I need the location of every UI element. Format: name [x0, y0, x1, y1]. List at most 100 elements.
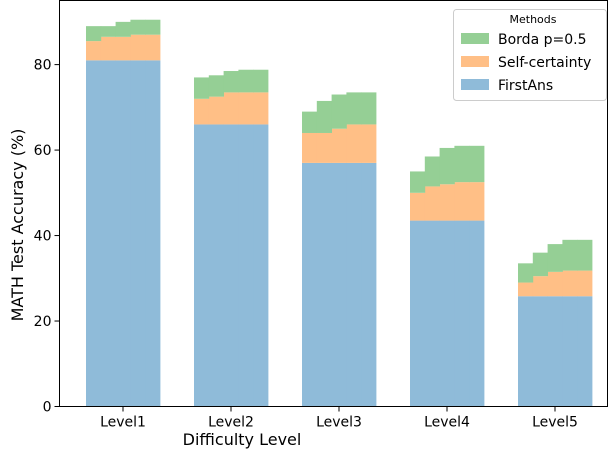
bar-firstans-level3-1 — [302, 162, 318, 407]
legend-title: Methods — [510, 13, 557, 26]
y-axis-title: MATH Test Accuracy (%) — [8, 129, 27, 322]
y-ticks: 0 20 40 60 80 — [34, 58, 60, 416]
bar-self-certainty-level3-1 — [302, 132, 318, 163]
bar-self-certainty-level5-5 — [577, 270, 593, 297]
legend-label-self-certainty: Self-certainty — [498, 55, 591, 71]
bar-self-certainty-level4-3 — [439, 184, 455, 221]
bar-firstans-level3-3 — [331, 162, 347, 407]
bar-borda-p-0-5-level2-3 — [223, 71, 239, 93]
bar-borda-p-0-5-level3-3 — [331, 94, 347, 129]
bar-borda-p-0-5-level3-1 — [302, 111, 318, 133]
x-tick-label-level3: Level3 — [316, 415, 362, 431]
bar-borda-p-0-5-level2-2 — [208, 75, 224, 97]
bar-firstans-level1-4 — [130, 60, 146, 407]
bar-self-certainty-level5-2 — [532, 276, 548, 297]
bar-firstans-level2-1 — [194, 124, 210, 407]
legend-swatch-firstans — [461, 79, 489, 90]
bar-self-certainty-level2-4 — [238, 92, 254, 125]
bar-borda-p-0-5-level5-3 — [547, 244, 563, 272]
bar-borda-p-0-5-level5-5 — [577, 239, 593, 271]
bar-borda-p-0-5-level3-4 — [346, 92, 362, 125]
bar-borda-p-0-5-level1-4 — [130, 19, 146, 35]
bar-firstans-level1-1 — [86, 60, 102, 407]
y-tick-label-0: 0 — [43, 400, 52, 416]
bar-self-certainty-level1-3 — [115, 36, 131, 61]
bar-firstans-level4-3 — [439, 220, 455, 407]
bar-borda-p-0-5-level3-5 — [361, 92, 377, 125]
legend: Methods Borda p=0.5 Self-certainty First… — [453, 9, 607, 101]
bar-firstans-level2-2 — [208, 124, 224, 407]
bar-borda-p-0-5-level5-2 — [532, 252, 548, 277]
bar-firstans-level2-5 — [253, 124, 269, 407]
bar-self-certainty-level5-4 — [562, 270, 578, 297]
bar-firstans-level1-3 — [115, 60, 131, 407]
bar-borda-p-0-5-level5-4 — [562, 239, 578, 271]
x-tick-label-level5: Level5 — [532, 415, 578, 431]
bar-borda-p-0-5-level2-1 — [194, 77, 210, 99]
x-ticks: Level1 Level2 Level3 Level4 Level5 — [100, 406, 578, 431]
bar-self-certainty-level1-1 — [86, 41, 102, 61]
bar-borda-p-0-5-level4-3 — [439, 147, 455, 185]
y-tick-label-20: 20 — [34, 314, 52, 330]
bar-borda-p-0-5-level4-4 — [454, 145, 470, 183]
bar-self-certainty-level4-5 — [469, 182, 485, 221]
bar-firstans-level1-2 — [100, 60, 116, 407]
bar-firstans-level5-4 — [562, 296, 578, 407]
bar-firstans-level5-2 — [532, 296, 548, 407]
bar-self-certainty-level2-1 — [194, 98, 210, 125]
x-tick-label-level2: Level2 — [208, 415, 254, 431]
bar-self-certainty-level4-4 — [454, 182, 470, 221]
legend-label-firstans: FirstAns — [498, 78, 553, 94]
x-tick-label-level4: Level4 — [424, 415, 470, 431]
bar-borda-p-0-5-level1-1 — [86, 26, 102, 42]
legend-frame — [453, 9, 607, 101]
bar-firstans-level5-1 — [518, 296, 534, 407]
legend-swatch-self-certainty — [461, 56, 489, 67]
bar-borda-p-0-5-level5-1 — [518, 263, 534, 283]
bar-borda-p-0-5-level2-5 — [253, 69, 269, 93]
bar-self-certainty-level2-2 — [208, 96, 224, 125]
bar-borda-p-0-5-level1-3 — [115, 21, 131, 37]
x-tick-label-level1: Level1 — [100, 415, 146, 431]
bar-self-certainty-level3-3 — [331, 128, 347, 163]
bar-self-certainty-level1-4 — [130, 34, 146, 61]
bar-firstans-level4-4 — [454, 220, 470, 407]
bar-firstans-level4-5 — [469, 220, 485, 407]
bar-self-certainty-level3-5 — [361, 124, 377, 163]
bar-firstans-level4-2 — [424, 220, 440, 407]
bar-borda-p-0-5-level2-4 — [238, 69, 254, 93]
bar-self-certainty-level4-1 — [410, 192, 426, 221]
legend-label-borda: Borda p=0.5 — [498, 32, 586, 48]
bar-self-certainty-level2-3 — [223, 92, 239, 125]
bar-self-certainty-level3-4 — [346, 124, 362, 163]
bar-firstans-level2-4 — [238, 124, 254, 407]
bar-borda-p-0-5-level4-1 — [410, 171, 426, 193]
bar-borda-p-0-5-level4-2 — [424, 156, 440, 187]
bar-firstans-level5-5 — [577, 296, 593, 407]
bar-borda-p-0-5-level3-2 — [316, 100, 332, 133]
bar-firstans-level3-2 — [316, 162, 332, 407]
bars-group — [86, 19, 593, 407]
bar-self-certainty-level5-3 — [547, 271, 563, 297]
bar-borda-p-0-5-level1-5 — [145, 19, 161, 35]
x-axis-title: Difficulty Level — [183, 430, 302, 449]
bar-self-certainty-level5-1 — [518, 282, 534, 297]
y-tick-label-80: 80 — [34, 58, 52, 74]
bar-firstans-level4-1 — [410, 220, 426, 407]
bar-borda-p-0-5-level4-5 — [469, 145, 485, 183]
bar-firstans-level1-5 — [145, 60, 161, 407]
bar-firstans-level3-5 — [361, 162, 377, 407]
bar-self-certainty-level2-5 — [253, 92, 269, 125]
bar-self-certainty-level1-2 — [100, 36, 116, 61]
bar-self-certainty-level4-2 — [424, 186, 440, 221]
bar-firstans-level5-3 — [547, 296, 563, 407]
bar-borda-p-0-5-level1-2 — [100, 26, 116, 37]
bar-firstans-level3-4 — [346, 162, 362, 407]
bar-self-certainty-level3-2 — [316, 132, 332, 163]
legend-swatch-borda — [461, 33, 489, 44]
y-tick-label-60: 60 — [34, 143, 52, 159]
bar-self-certainty-level1-5 — [145, 34, 161, 61]
bar-firstans-level2-3 — [223, 124, 239, 407]
y-tick-label-40: 40 — [34, 229, 52, 245]
